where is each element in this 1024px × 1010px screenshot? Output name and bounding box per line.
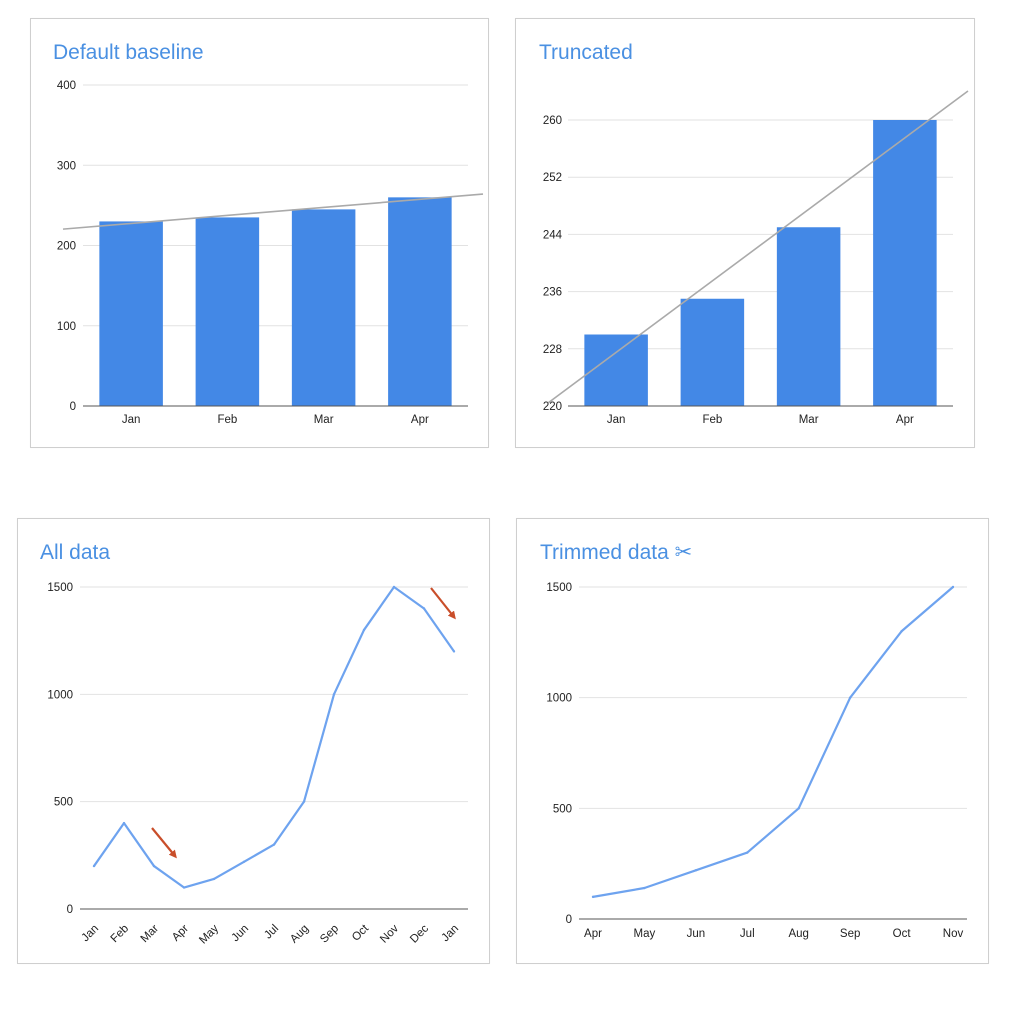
x-tick-label: Sep (840, 928, 860, 940)
chart-svg: All data 0 500 1000 1500 Jan Feb Mar Apr May Jun Ju… (40, 541, 468, 946)
x-tick-label: Feb (109, 923, 132, 946)
x-tick-label: Mar (139, 923, 162, 946)
chart-svg: Trimmed data ✂ 0 500 1000 1500 Apr May Jun Jul Au… (540, 541, 967, 940)
x-tick-label: May (197, 922, 221, 946)
x-tick-label: Jan (607, 414, 626, 426)
x-tick-label: Mar (799, 414, 819, 426)
y-tick-label: 228 (543, 344, 562, 356)
x-tick-label: Nov (378, 922, 401, 945)
bar-feb (195, 217, 260, 406)
trendline (547, 90, 969, 404)
y-tick-label: 200 (57, 241, 76, 253)
x-tick-label: Apr (170, 923, 191, 944)
series-line (592, 586, 954, 898)
data-point (272, 843, 276, 846)
data-point (212, 877, 216, 881)
data-point (694, 869, 698, 872)
x-tick-label: Jan (122, 414, 141, 426)
y-tick-label: 400 (57, 80, 76, 92)
chart-panel-default-baseline: Default baseline 0 100 200 300 400 Jan Feb Mar Ap… (30, 18, 489, 448)
chart-panel-all-data: All data 0 500 1000 1500 Jan Feb Mar Apr May Jun Ju… (17, 518, 490, 964)
y-tick-label: 500 (54, 797, 73, 809)
y-tick-label: 236 (543, 287, 562, 299)
data-point (951, 585, 955, 589)
data-point (746, 851, 749, 854)
x-tick-label: Jan (80, 923, 102, 945)
data-point (182, 886, 186, 889)
annotation-arrow (430, 587, 456, 620)
y-tick-label: 1500 (47, 582, 73, 594)
x-tick-label: Feb (702, 414, 722, 426)
bar-jan (99, 221, 163, 406)
y-tick-label: 252 (543, 172, 562, 184)
x-tick-label: Jul (262, 923, 281, 942)
chart-title: Trimmed data ✂ (540, 541, 692, 564)
x-tick-label: Dec (408, 922, 431, 945)
y-tick-label: 244 (543, 229, 563, 241)
chart-title: Truncated (539, 41, 633, 64)
data-point (452, 650, 456, 653)
x-tick-label: May (634, 928, 656, 940)
bar-mar (291, 209, 356, 406)
data-point (392, 585, 396, 589)
x-tick-label: Apr (411, 414, 429, 426)
x-tick-label: Jun (687, 928, 706, 940)
data-point (797, 807, 800, 810)
x-tick-label: Jun (230, 923, 252, 945)
y-tick-label: 220 (543, 401, 562, 413)
data-point (900, 630, 903, 633)
trendline (62, 193, 484, 230)
x-tick-label: Aug (288, 923, 311, 946)
chart-title: Default baseline (53, 41, 204, 64)
y-tick-label: 0 (67, 904, 73, 916)
chart-svg: Default baseline 0 100 200 300 400 Jan Feb Mar Ap… (53, 41, 484, 426)
y-tick-label: 0 (566, 914, 572, 926)
x-tick-label: Jan (440, 923, 462, 945)
y-tick-label: 100 (57, 321, 76, 333)
data-point (643, 886, 646, 890)
y-tick-label: 0 (70, 401, 76, 413)
bar-mar (776, 227, 841, 406)
data-point (422, 607, 426, 610)
data-point (591, 895, 595, 899)
x-tick-label: Oct (350, 922, 372, 944)
bar-jan (584, 334, 648, 406)
x-tick-label: Oct (893, 928, 912, 940)
data-point (92, 864, 96, 868)
x-tick-label: Jul (740, 928, 755, 940)
data-point (122, 821, 126, 825)
data-point (848, 696, 852, 699)
annotation-arrow (151, 827, 177, 859)
y-tick-label: 1000 (546, 693, 572, 705)
x-tick-label: Nov (943, 928, 964, 940)
data-point (362, 628, 366, 632)
bar-feb (680, 298, 745, 406)
chart-title: All data (40, 541, 110, 564)
data-point (152, 864, 156, 868)
x-tick-label: Mar (314, 414, 334, 426)
data-point (302, 800, 306, 803)
y-tick-label: 1500 (546, 582, 572, 594)
series-line (93, 585, 455, 889)
data-point (242, 860, 246, 863)
chart-panel-truncated: Truncated 220 228 236 244 252 260 Jan Feb Mar Apr (515, 18, 975, 448)
bar-apr (388, 197, 452, 406)
x-tick-label: Sep (318, 923, 341, 946)
chart-panel-trimmed-data: Trimmed data ✂ 0 500 1000 1500 Apr May Jun Jul Au… (516, 518, 989, 964)
y-tick-label: 260 (543, 115, 562, 127)
x-tick-label: Apr (584, 928, 602, 940)
data-point (332, 693, 336, 696)
x-tick-label: Apr (896, 414, 914, 426)
y-tick-label: 300 (57, 160, 76, 172)
chart-svg: Truncated 220 228 236 244 252 260 Jan Feb Mar Apr (539, 41, 969, 426)
x-tick-label: Feb (217, 414, 237, 426)
y-tick-label: 1000 (47, 689, 73, 701)
bar-apr (873, 120, 937, 406)
x-tick-label: Aug (788, 928, 808, 940)
y-tick-label: 500 (553, 803, 572, 815)
